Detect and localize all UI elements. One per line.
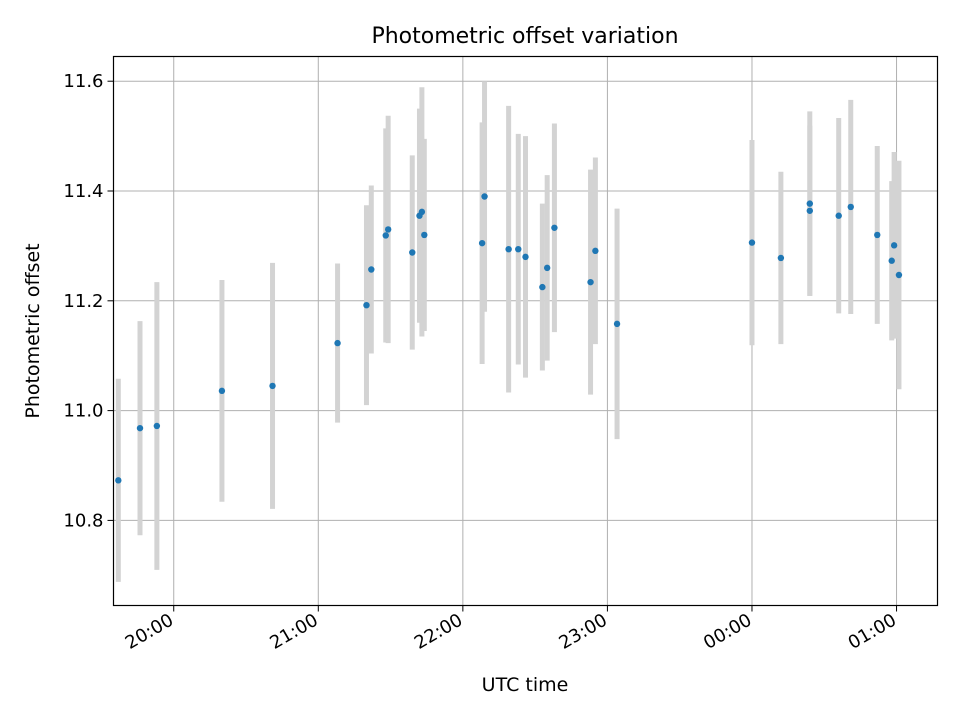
- x-tick-label: 21:00: [266, 610, 321, 654]
- x-tick-label: 22:00: [411, 610, 466, 654]
- y-tick-label: 10.8: [63, 510, 103, 531]
- data-points: [115, 193, 903, 484]
- data-point: [806, 200, 814, 207]
- data-point: [890, 242, 898, 249]
- plot-frame: [112, 55, 939, 607]
- data-point: [153, 422, 161, 430]
- data-point: [382, 232, 389, 239]
- data-point: [418, 208, 426, 216]
- x-tick-label: 23:00: [555, 610, 610, 654]
- data-point: [806, 207, 814, 214]
- data-point: [895, 271, 903, 279]
- y-tick-label: 11.4: [63, 181, 103, 202]
- data-point: [136, 424, 144, 432]
- data-point: [874, 231, 881, 239]
- data-point: [368, 266, 375, 273]
- data-point: [613, 320, 621, 328]
- data-point: [421, 231, 428, 239]
- x-tick-label: 20:00: [122, 610, 177, 654]
- chart-title: Photometric offset variation: [371, 24, 678, 49]
- data-point: [269, 382, 276, 390]
- data-point: [847, 203, 854, 211]
- x-tick-label: 01:00: [845, 610, 900, 654]
- data-point: [363, 301, 370, 309]
- data-point: [551, 224, 558, 231]
- data-point: [522, 253, 529, 261]
- x-axis-label: UTC time: [482, 674, 569, 696]
- data-point: [539, 283, 546, 291]
- data-point: [543, 264, 551, 272]
- data-point: [409, 249, 416, 256]
- y-ticks: 10.8 11.0 11.2 11.4 11.6: [63, 71, 114, 531]
- y-tick-label: 11.0: [63, 401, 103, 422]
- data-point: [835, 212, 842, 219]
- data-point: [481, 193, 488, 200]
- data-point: [587, 278, 594, 286]
- data-point: [515, 245, 522, 253]
- data-point: [748, 239, 756, 246]
- y-tick-label: 11.2: [63, 291, 103, 312]
- error-bars: [115, 81, 902, 582]
- data-point: [888, 257, 895, 264]
- data-point: [218, 387, 226, 395]
- x-tick-label: 00:00: [700, 610, 755, 654]
- data-point: [384, 226, 392, 233]
- x-ticks: 20:00 21:00 22:00 23:00 00:00 01:00: [122, 605, 900, 654]
- y-tick-label: 11.6: [63, 71, 103, 92]
- y-axis-label: Photometric offset: [22, 243, 44, 418]
- data-point: [334, 339, 341, 347]
- data-point: [478, 239, 486, 247]
- data-point: [592, 247, 599, 255]
- data-point: [115, 477, 122, 484]
- data-point: [505, 245, 512, 253]
- data-point: [777, 254, 785, 262]
